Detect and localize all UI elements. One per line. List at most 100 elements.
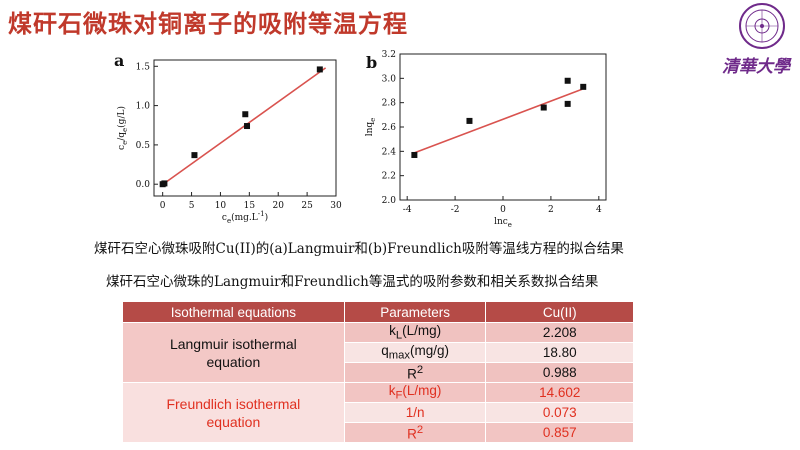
panel-label: b (366, 53, 377, 72)
x-tick-label: 0 (500, 205, 506, 215)
x-label-main: c (222, 213, 227, 223)
y-tick-label: 2.4 (382, 147, 397, 157)
y-label-sub: e (121, 128, 129, 132)
value-kl: 2.208 (485, 322, 634, 343)
param-kf: kF(L/mg) (343, 382, 487, 403)
plot-frame (399, 53, 607, 201)
param-superscript: 2 (416, 423, 424, 436)
data-point (316, 66, 323, 73)
param-symbol: R (407, 366, 417, 382)
university-name-logo: 清華大學 (722, 57, 790, 77)
x-label-units: (mg.L (231, 212, 258, 223)
table-row: Langmuir isothermal equation kL(L/mg) 2.… (122, 322, 634, 383)
y-label-sub: e (369, 118, 377, 122)
freundlich-label: Freundlich isothermal equation (122, 382, 345, 443)
fit-line (160, 67, 327, 187)
param-subscript: max (388, 349, 410, 362)
y-tick-label: 2.0 (382, 196, 397, 206)
table-header-row: Isothermal equations Parameters Cu(II) (122, 301, 634, 323)
param-symbol: q (381, 343, 389, 359)
param-unit: (L/mg) (402, 383, 442, 399)
y-tick-label: 3.0 (382, 74, 397, 84)
x-tick-label: 2 (548, 205, 554, 215)
data-point (540, 104, 547, 111)
y-tick-label: 2.8 (382, 99, 397, 109)
data-point (161, 180, 168, 187)
figure-caption: 煤矸石空心微珠吸附Cu(II)的(a)Langmuir和(b)Freundlic… (94, 241, 624, 257)
x-tick-label: 4 (596, 205, 602, 215)
table-row: Freundlich isothermal equation kF(L/mg) … (122, 382, 634, 443)
x-tick-label: 25 (301, 201, 313, 211)
panel-label: a (114, 51, 124, 70)
param-subscript: L (395, 329, 403, 342)
y-tick-label: 0.5 (136, 141, 151, 151)
y-label-mid: /q (117, 132, 127, 141)
value-qmax: 18.80 (485, 342, 634, 363)
x-label-sup: -1 (258, 210, 265, 218)
x-tick-label: -2 (451, 205, 460, 215)
data-point (244, 123, 251, 130)
table-row: 1/n 0.073 (123, 402, 634, 423)
x-label-sub: e (508, 221, 512, 229)
langmuir-label-text: Langmuir isothermal equation (169, 335, 297, 370)
y-label-sub: e (121, 141, 129, 145)
y-tick-label: 1.5 (136, 62, 151, 72)
data-point (411, 151, 418, 158)
param-superscript: 2 (416, 363, 424, 376)
value-kf: 14.602 (485, 382, 634, 403)
x-tick-label: 15 (244, 201, 256, 211)
param-r2-freundlich: R2 (343, 422, 487, 443)
data-point (242, 111, 249, 118)
x-tick-label: -4 (403, 205, 412, 215)
langmuir-label: Langmuir isothermal equation (122, 322, 345, 383)
data-point (564, 77, 571, 84)
param-qmax: qmax(mg/g) (343, 342, 487, 363)
y-tick-label: 2.6 (382, 123, 397, 133)
param-unit: (L/mg) (402, 323, 442, 339)
table-row: R2 0.857 (123, 422, 634, 443)
y-tick-label: 3.2 (382, 50, 396, 60)
table-row: qmax(mg/g) 18.80 (123, 342, 634, 363)
header-parameters: Parameters (343, 301, 487, 323)
x-axis-label: lnce (494, 217, 512, 229)
table-caption: 煤矸石空心微珠的Langmuir和Freundlich等温式的吸附参数和相关系数… (106, 274, 599, 290)
value-1-n: 0.073 (485, 402, 634, 423)
table-row: R2 0.988 (123, 362, 634, 383)
y-tick-label: 1.0 (136, 102, 151, 112)
y-label-main: c (117, 145, 127, 150)
y-label-main: lnq (365, 122, 375, 137)
x-label-main: lnc (494, 217, 508, 227)
university-seal-logo (739, 3, 785, 49)
adsorption-parameters-table: Isothermal equations Parameters Cu(II) L… (122, 301, 634, 443)
x-axis-label: ce(mg.L-1) (222, 210, 268, 225)
data-point (564, 100, 571, 107)
header-isothermal-equations: Isothermal equations (122, 301, 345, 323)
param-1-n: 1/n (343, 402, 487, 423)
x-label-sub: e (227, 217, 231, 225)
param-symbol: R (407, 426, 417, 442)
data-point (466, 117, 473, 124)
header-cu-ii: Cu(II) (485, 301, 634, 323)
y-tick-label: 0.0 (136, 180, 151, 190)
slide-title: 煤矸石微珠对铜离子的吸附等温方程 (8, 10, 408, 38)
param-r2-langmuir: R2 (343, 362, 487, 383)
freundlich-chart: -4 -2 0 2 4 2.0 2.2 2.4 2.6 2.8 3.0 3.2 b lnce lnqe (358, 46, 620, 229)
param-symbol: k (389, 323, 396, 339)
x-tick-label: 0 (160, 201, 166, 211)
x-tick-label: 5 (189, 201, 195, 211)
param-unit: (mg/g) (409, 343, 449, 359)
data-point (580, 83, 587, 90)
x-tick-label: 20 (272, 201, 284, 211)
fit-line (411, 88, 583, 155)
y-label-units: (g/L) (116, 106, 127, 128)
x-label-units-end: ) (265, 212, 269, 223)
langmuir-chart-svg: 0 5 10 15 20 25 300.00.51.01.5ace(mg.L-1)ce/qe… (114, 51, 342, 225)
param-kl: kL(L/mg) (343, 322, 487, 343)
value-r2-freundlich: 0.857 (485, 422, 634, 443)
x-tick-label: 10 (215, 201, 227, 211)
value-r2-langmuir: 0.988 (485, 362, 634, 383)
y-axis-label: lnqe (365, 118, 377, 137)
param-symbol: k (388, 383, 396, 399)
y-axis-label: ce/qe(g/L) (116, 106, 129, 150)
